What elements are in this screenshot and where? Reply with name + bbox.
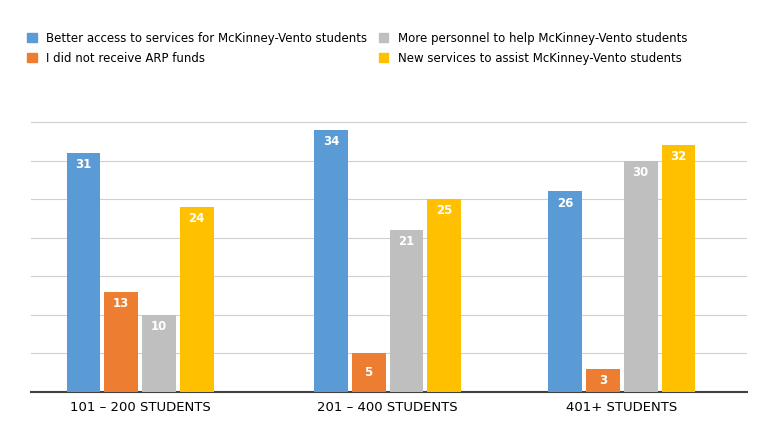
- Text: 34: 34: [323, 135, 339, 148]
- Bar: [624, 161, 658, 392]
- Text: 21: 21: [398, 235, 414, 248]
- Bar: [314, 130, 348, 392]
- Bar: [661, 145, 695, 392]
- Bar: [142, 315, 176, 392]
- Text: 32: 32: [671, 150, 687, 163]
- Text: 24: 24: [189, 212, 205, 225]
- Bar: [67, 153, 100, 392]
- Text: 30: 30: [633, 166, 649, 179]
- Text: 10: 10: [151, 320, 167, 333]
- Bar: [548, 191, 582, 392]
- Bar: [586, 368, 620, 392]
- Text: 5: 5: [364, 366, 373, 379]
- Text: 26: 26: [557, 197, 574, 210]
- Bar: [390, 230, 424, 392]
- Bar: [180, 207, 214, 392]
- Text: 13: 13: [113, 296, 129, 310]
- Bar: [352, 353, 386, 392]
- Text: 3: 3: [599, 373, 607, 387]
- Bar: [427, 199, 461, 392]
- Legend: Better access to services for McKinney-Vento students, I did not receive ARP fun: Better access to services for McKinney-V…: [22, 27, 692, 70]
- Text: 31: 31: [75, 158, 92, 171]
- Bar: [105, 291, 139, 392]
- Text: 25: 25: [436, 204, 452, 217]
